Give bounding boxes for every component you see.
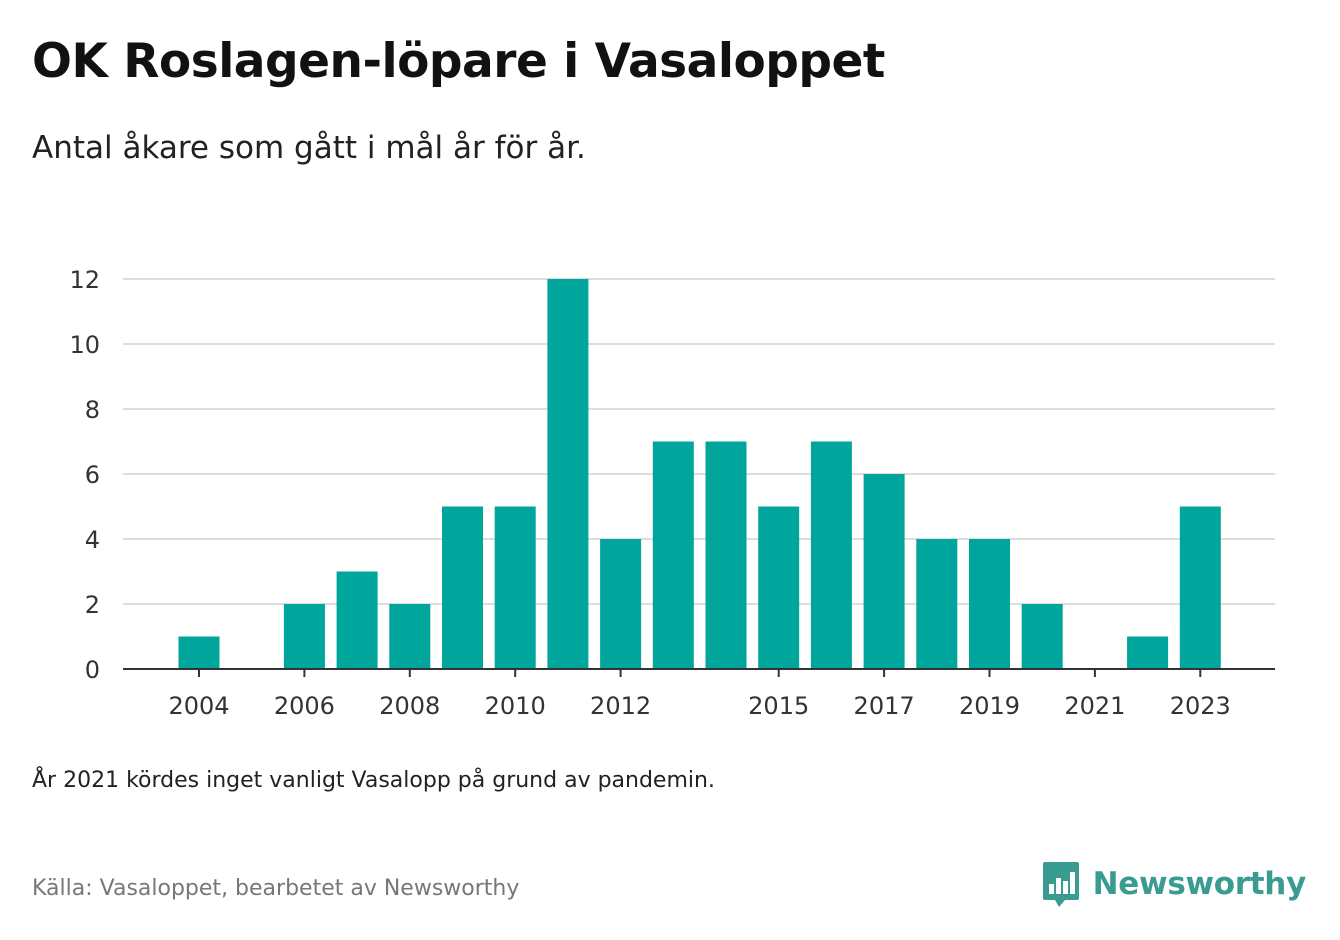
x-tick-label: 2010 bbox=[485, 692, 546, 720]
x-tick-label: 2023 bbox=[1170, 692, 1231, 720]
bar bbox=[758, 506, 800, 669]
x-tick-label: 2019 bbox=[959, 692, 1020, 720]
y-tick-label: 2 bbox=[85, 591, 100, 619]
x-tick-label: 2004 bbox=[168, 692, 229, 720]
bar bbox=[969, 539, 1010, 669]
x-tick-label: 2006 bbox=[274, 692, 335, 720]
source-text: Källa: Vasaloppet, bearbetet av Newswort… bbox=[32, 876, 520, 901]
bar bbox=[863, 474, 905, 669]
x-tick-label: 2015 bbox=[748, 692, 809, 720]
bar bbox=[389, 604, 431, 669]
bar bbox=[1179, 506, 1221, 669]
bar bbox=[283, 604, 325, 669]
bar bbox=[494, 506, 536, 669]
y-tick-label: 0 bbox=[85, 656, 100, 684]
bar bbox=[652, 441, 694, 669]
bar bbox=[178, 636, 220, 669]
bar bbox=[547, 279, 589, 669]
newsworthy-logo-icon bbox=[1042, 862, 1079, 907]
bar bbox=[705, 441, 747, 669]
y-tick-label: 4 bbox=[85, 526, 100, 554]
bar bbox=[1021, 604, 1063, 669]
x-tick-label: 2008 bbox=[379, 692, 440, 720]
y-tick-label: 12 bbox=[69, 266, 100, 294]
bar bbox=[600, 539, 642, 669]
chart-title: OK Roslagen-löpare i Vasaloppet bbox=[32, 34, 885, 89]
bar bbox=[916, 539, 958, 669]
bars bbox=[178, 279, 1221, 669]
y-tick-label: 10 bbox=[69, 331, 100, 359]
bar-chart: 0 2 4 6 8 10 12 2004 2006 2008 2010 2012 2015 2017 201… bbox=[69, 266, 1275, 720]
brand-name: Newsworthy bbox=[1092, 866, 1307, 902]
chart-note: År 2021 kördes inget vanligt Vasalopp på… bbox=[32, 768, 715, 793]
bar bbox=[442, 506, 483, 669]
axes: 0 2 4 6 8 10 12 2004 2006 2008 2010 2012 2015 2017 201… bbox=[69, 266, 1275, 720]
bar bbox=[810, 441, 852, 669]
brand-logo: Newsworthy bbox=[1041, 860, 1306, 908]
bar bbox=[336, 571, 378, 669]
bar bbox=[1127, 636, 1169, 669]
grid-lines bbox=[123, 278, 1275, 605]
x-tick-label: 2012 bbox=[590, 692, 651, 720]
y-tick-label: 8 bbox=[85, 396, 100, 424]
y-tick-label: 6 bbox=[85, 461, 100, 489]
x-tick-label: 2021 bbox=[1064, 692, 1125, 720]
chart-subtitle: Antal åkare som gått i mål år för år. bbox=[32, 130, 586, 166]
x-tick-label: 2017 bbox=[854, 692, 915, 720]
